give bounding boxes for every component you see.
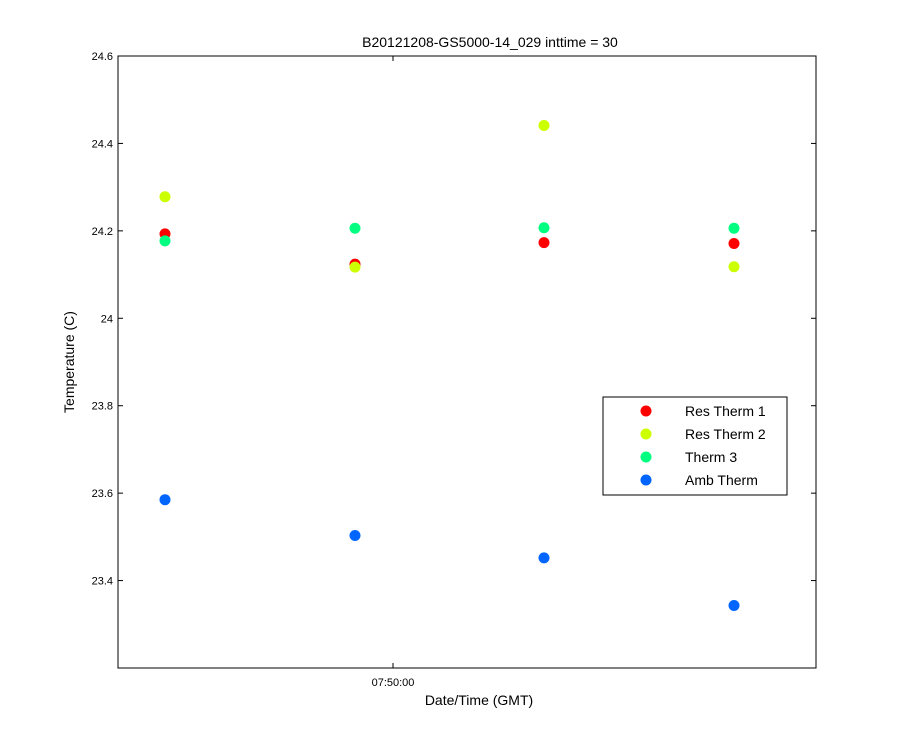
legend-marker-therm-3	[640, 451, 652, 463]
point-res-therm-2	[349, 261, 361, 273]
legend-box	[602, 396, 788, 496]
x-axis-label: Date/Time (GMT)	[425, 692, 533, 708]
y-axis-ticks: 23.4 23.6 23.8 24 24.2 24.4 24.6	[92, 51, 816, 588]
y-tick-label: 24.6	[92, 51, 113, 63]
y-tick-label: 23.4	[92, 576, 113, 588]
legend-label-amb-therm: Amb Therm	[685, 472, 758, 488]
x-tick-label: 07:50:00	[372, 677, 415, 689]
point-therm-3	[349, 222, 361, 234]
point-amb-therm	[538, 552, 550, 564]
point-therm-3	[159, 235, 171, 247]
y-tick-label: 23.8	[92, 401, 113, 413]
x-axis-ticks: 07:50:00	[372, 56, 415, 689]
chart-title: B20121208-GS5000-14_029 inttime = 30	[362, 34, 618, 50]
point-amb-therm	[159, 494, 171, 506]
point-therm-3	[728, 222, 740, 234]
y-tick-label: 23.6	[92, 488, 113, 500]
point-amb-therm	[728, 599, 740, 611]
legend-marker-res-therm-1	[640, 405, 652, 417]
y-tick-label: 24.2	[92, 226, 113, 238]
point-therm-3	[538, 222, 550, 234]
legend-label-res-therm-2: Res Therm 2	[685, 426, 766, 442]
legend: Res Therm 1 Res Therm 2 Therm 3 Amb Ther…	[602, 396, 788, 496]
point-res-therm-2	[728, 261, 740, 273]
point-amb-therm	[349, 530, 361, 542]
point-res-therm-2	[538, 120, 550, 132]
y-tick-label: 24.4	[92, 138, 113, 150]
y-axis-label: Temperature (C)	[61, 311, 77, 413]
legend-marker-amb-therm	[640, 474, 652, 486]
point-res-therm-1	[728, 238, 740, 250]
legend-label-res-therm-1: Res Therm 1	[685, 403, 766, 419]
y-tick-label: 24	[101, 313, 113, 325]
legend-marker-res-therm-2	[640, 428, 652, 440]
data-points	[159, 120, 740, 611]
point-res-therm-2	[159, 191, 171, 203]
point-res-therm-1	[538, 237, 550, 249]
plot-area	[117, 55, 817, 669]
legend-label-therm-3: Therm 3	[685, 449, 737, 465]
